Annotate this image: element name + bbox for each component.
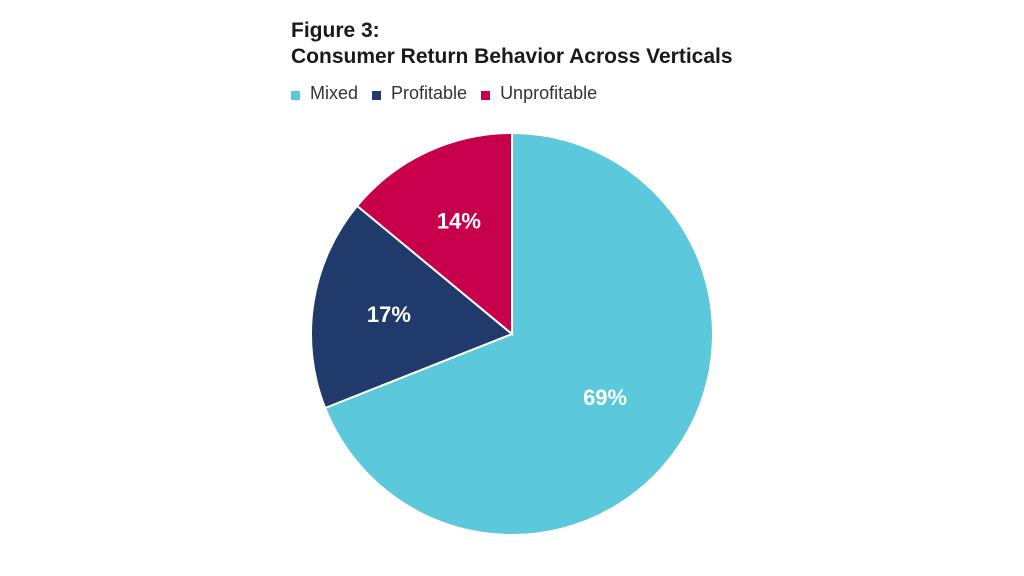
pie-slice-unprofitable: [355, 131, 513, 337]
legend-swatch-profitable: [372, 91, 382, 100]
legend-label-mixed: Mixed: [310, 83, 359, 103]
legend-label-unprofitable: Unprofitable: [500, 83, 598, 103]
legend-item-mixed: Mixed: [291, 83, 358, 104]
slice-label-profitable: 17%: [367, 302, 411, 327]
figure-label: Figure 3:: [291, 19, 380, 42]
chart-legend: Mixed Profitable Unprofitable: [291, 83, 597, 104]
slice-label-unprofitable: 14%: [437, 209, 481, 234]
legend-swatch-mixed: [291, 91, 300, 100]
legend-item-unprofitable: Unprofitable: [481, 83, 597, 104]
legend-item-profitable: Profitable: [372, 83, 467, 104]
slice-label-mixed: 69%: [583, 385, 627, 410]
chart-title-block: Figure 3: Consumer Return Behavior Acros…: [291, 18, 733, 70]
pie-slice-profitable: [310, 204, 514, 410]
chart-title: Consumer Return Behavior Across Vertical…: [291, 45, 733, 68]
legend-swatch-unprofitable: [481, 91, 491, 100]
pie-slice-mixed: [323, 131, 714, 536]
legend-label-profitable: Profitable: [391, 83, 468, 103]
